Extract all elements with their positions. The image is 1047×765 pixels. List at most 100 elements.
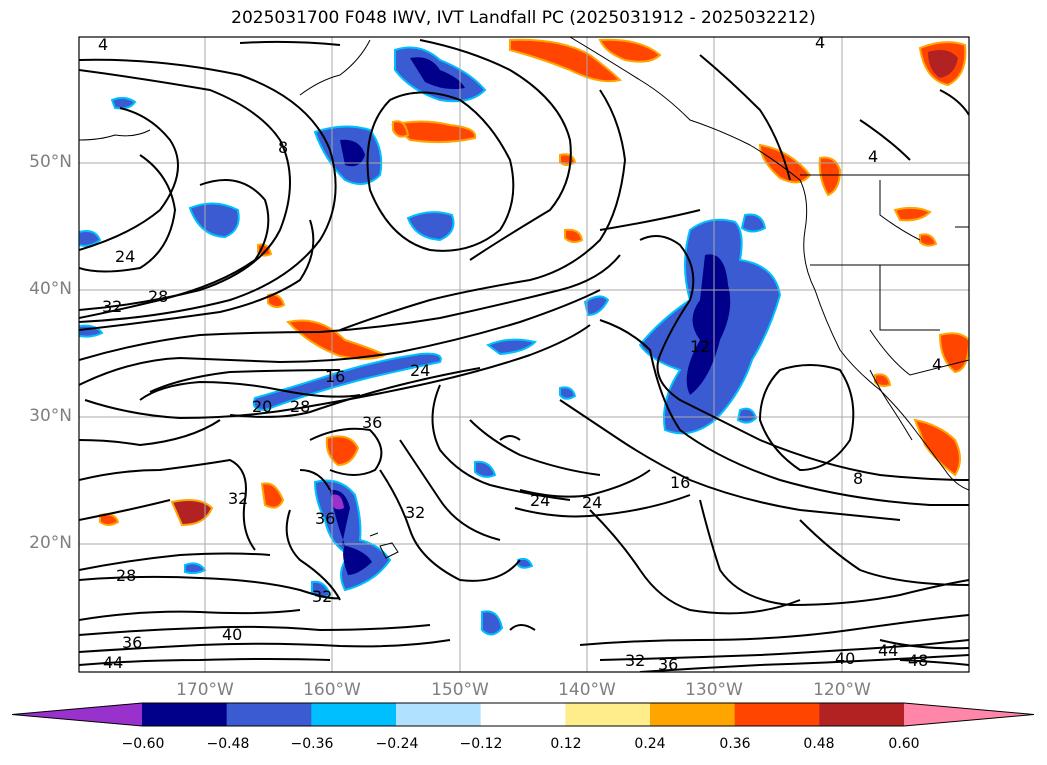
negative-anomaly-region [517, 557, 534, 569]
contour-label: 8 [278, 138, 288, 157]
lon-label: 130°W [685, 680, 743, 700]
colorbar-tick-label: 0.12 [550, 736, 582, 752]
contour-label: 16 [325, 367, 345, 386]
contour-label: 36 [362, 413, 382, 432]
contour-label: 32 [625, 651, 645, 670]
positive-anomaly-region [919, 233, 938, 247]
negative-anomaly-region [481, 610, 504, 636]
colorbar-tick-label: 0.36 [719, 736, 751, 752]
negative-anomaly-region [188, 202, 240, 239]
contour-label: 4 [932, 355, 942, 374]
positive-anomaly-region [392, 120, 410, 138]
lat-label: 30°N [29, 406, 72, 426]
contour-label: 28 [148, 287, 168, 306]
positive-anomaly-region [893, 206, 932, 222]
lon-label: 140°W [558, 680, 616, 700]
contour-label: 32 [312, 587, 332, 606]
contour-label: 36 [658, 655, 678, 674]
contour-label: 24 [530, 491, 550, 510]
contour-label: 4 [815, 33, 825, 52]
colorbar-segment [226, 703, 312, 726]
positive-anomaly-region [509, 38, 622, 83]
contour-label: 4 [868, 147, 878, 166]
contour-label: 32 [102, 297, 122, 316]
lon-label: 120°W [813, 680, 871, 700]
negative-anomaly-region [583, 295, 610, 317]
colorbar-outline [11, 702, 1035, 727]
strong-negative-region [410, 57, 465, 90]
contour-label: 32 [405, 503, 425, 522]
iwv-contours [79, 39, 969, 672]
contour-label: 24 [115, 247, 135, 266]
lat-label: 20°N [29, 533, 72, 553]
contour-label: 16 [670, 473, 690, 492]
contour-label: 40 [835, 649, 855, 668]
lon-label: 170°W [176, 680, 234, 700]
colorbar-segment [142, 703, 228, 726]
positive-anomaly-region [598, 38, 662, 63]
colorbar-tick-label: −0.36 [290, 736, 334, 752]
contour-label: 44 [103, 653, 123, 672]
coastlines [79, 37, 969, 559]
strong-negative-region [330, 489, 372, 575]
negative-anomaly-region [559, 386, 577, 400]
colorbar-max-extension [904, 703, 1034, 726]
positive-anomaly-region [913, 418, 961, 477]
negative-anomaly-region [474, 460, 497, 478]
contour-label: 24 [582, 493, 602, 512]
positive-anomaly-region [325, 435, 360, 467]
lon-label: 160°W [303, 680, 361, 700]
colorbar-segment [650, 703, 736, 726]
negative-anomaly-region [79, 230, 102, 247]
positive-anomaly-region [260, 482, 285, 509]
negative-anomaly-region [406, 211, 455, 242]
lat-label: 50°N [29, 152, 72, 172]
negative-anomaly-region [736, 407, 758, 424]
contour-label: 32 [228, 489, 248, 508]
colorbar-segment [565, 703, 651, 726]
positive-anomaly-region [564, 228, 584, 244]
colorbar-tick-label: −0.60 [121, 736, 165, 752]
contour-label: 24 [410, 361, 430, 380]
colorbar-tick-label: 0.48 [803, 736, 835, 752]
negative-anomaly-region [740, 213, 767, 233]
strong-positive-region [928, 50, 958, 78]
contour-label: 44 [878, 641, 898, 660]
colorbar-tick-label: 0.24 [634, 736, 666, 752]
contour-label: 48 [908, 651, 928, 670]
colorbar-segment [819, 703, 905, 726]
strong-negative-region [340, 139, 365, 167]
contour-label: 20 [252, 397, 272, 416]
lat-label: 40°N [29, 279, 72, 299]
colorbar-min-extension [12, 703, 142, 726]
gridlines [79, 37, 969, 672]
map-frame [78, 36, 970, 673]
colorbar-tick-label: −0.24 [375, 736, 419, 752]
colorbar-segment [311, 703, 397, 726]
lon-label: 150°W [431, 680, 489, 700]
contour-label: 28 [116, 566, 136, 585]
map-title: 2025031700 F048 IWV, IVT Landfall PC (20… [231, 8, 816, 28]
contour-label: 36 [122, 633, 142, 652]
negative-anomaly-region [252, 352, 442, 412]
colorbar-segment [480, 703, 566, 726]
contour-label: 40 [222, 625, 242, 644]
contour-label: 4 [98, 35, 108, 54]
colorbar-segment [734, 703, 820, 726]
negative-anomaly-region [485, 338, 537, 356]
strongest-negative-region [332, 494, 344, 510]
contour-label: 36 [315, 509, 335, 528]
colorbar-tick-label: −0.12 [459, 736, 503, 752]
contour-label: 8 [853, 469, 863, 488]
contour-label: 28 [290, 397, 310, 416]
colorbar-tick-label: 0.60 [888, 736, 920, 752]
colorbar-segment [396, 703, 482, 726]
positive-anomaly-region [818, 156, 842, 197]
contour-label: 12 [690, 337, 710, 356]
colorbar-tick-label: −0.48 [206, 736, 250, 752]
positive-anomaly-region [170, 499, 214, 527]
positive-anomaly-region [390, 120, 477, 144]
